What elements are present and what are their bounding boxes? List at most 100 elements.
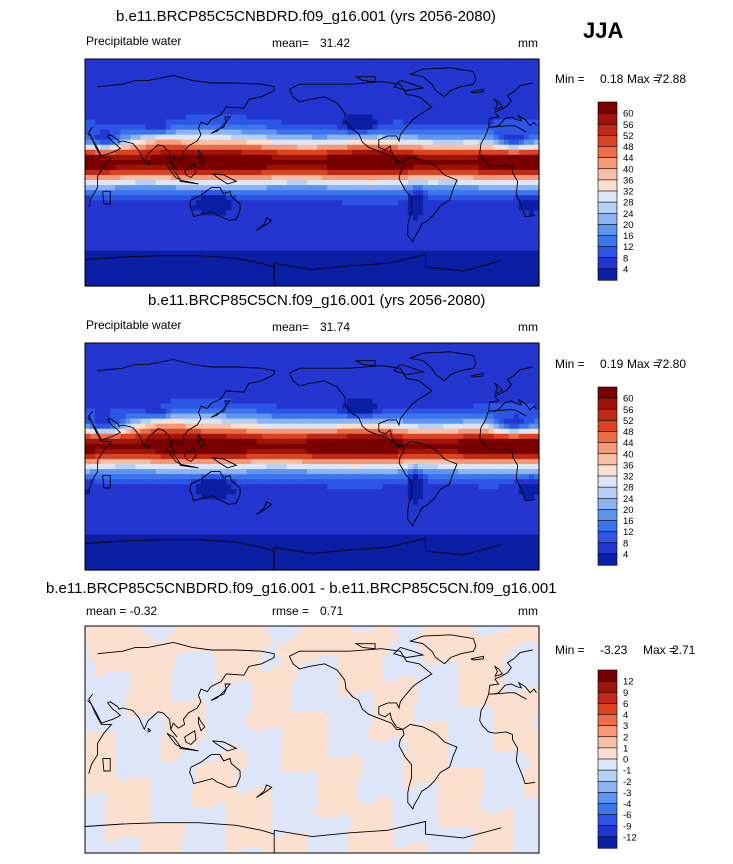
field-cell: [498, 230, 505, 237]
field-cell: [266, 225, 273, 232]
field-cell: [286, 109, 293, 116]
field-cell: [478, 240, 485, 247]
field-cell: [231, 84, 237, 90]
field-cell: [150, 169, 157, 176]
field-cell: [483, 363, 490, 369]
field-cell: [206, 64, 212, 70]
field-cell: [125, 200, 131, 206]
field-cell: [236, 245, 242, 252]
field-cell: [140, 363, 147, 369]
field-cell: [100, 270, 106, 277]
field-cell: [377, 353, 384, 359]
field-cell: [190, 190, 197, 196]
field-cell: [498, 64, 505, 70]
field-cell: [392, 348, 399, 354]
field-cell: [276, 79, 283, 85]
field-cell: [417, 94, 424, 100]
field-cell: [342, 378, 348, 384]
field-cell: [342, 119, 348, 126]
field-cell: [105, 343, 111, 349]
field-cell: [493, 348, 500, 354]
field-cell: [281, 109, 288, 116]
field-cell: [357, 205, 364, 211]
field-cell: [407, 270, 414, 277]
field-cell: [241, 205, 248, 211]
field-cell: [306, 114, 313, 121]
field-cell: [443, 175, 449, 181]
field-cell: [468, 59, 475, 65]
field-cell: [130, 275, 137, 282]
field-cell: [125, 149, 131, 156]
field-cell: [90, 79, 96, 85]
field-cell: [317, 134, 323, 141]
field-cell: [367, 225, 374, 232]
field-cell: [246, 84, 253, 90]
field-cell: [256, 343, 263, 349]
field-cell: [251, 99, 258, 105]
field-cell: [498, 89, 505, 95]
field-cell: [357, 159, 364, 166]
field-cell: [392, 210, 399, 216]
field-cell: [135, 185, 142, 191]
field-cell: [165, 378, 172, 384]
field-cell: [110, 129, 116, 136]
field-cell: [433, 348, 439, 354]
field-cell: [115, 139, 121, 146]
field-cell: [130, 230, 137, 237]
field-cell: [271, 343, 278, 349]
panel2-mean-label: mean=: [272, 320, 310, 334]
field-cell: [286, 225, 293, 232]
field-cell: [402, 164, 409, 171]
field-cell: [271, 114, 278, 121]
field-cell: [458, 74, 464, 80]
field-cell: [201, 245, 207, 252]
field-cell: [327, 175, 333, 181]
field-cell: [170, 220, 177, 227]
field-cell: [422, 129, 429, 136]
field-cell: [266, 358, 273, 364]
field-cell: [483, 124, 490, 131]
field-cell: [433, 104, 439, 111]
field-cell: [276, 260, 283, 267]
field-cell: [317, 383, 323, 389]
field-cell: [312, 210, 318, 216]
field-cell: [327, 185, 333, 191]
field-cell: [271, 99, 278, 105]
field-cell: [347, 119, 353, 126]
field-cell: [327, 215, 333, 222]
field-cell: [422, 368, 429, 374]
field-cell: [266, 195, 273, 201]
field-cell: [493, 159, 500, 166]
field-cell: [422, 84, 429, 90]
field-cell: [261, 200, 268, 206]
field-cell: [397, 378, 404, 384]
field-cell: [226, 185, 232, 191]
field-cell: [518, 348, 525, 354]
field-cell: [160, 195, 167, 201]
field-cell: [468, 348, 475, 354]
field-cell: [407, 134, 414, 141]
field-cell: [266, 129, 273, 136]
field-cell: [312, 74, 318, 80]
field-cell: [296, 89, 303, 95]
field-cell: [301, 270, 308, 277]
field-cell: [503, 195, 510, 201]
field-cell: [347, 190, 353, 196]
field-cell: [377, 240, 384, 247]
field-cell: [140, 343, 147, 349]
field-cell: [236, 280, 242, 287]
field-cell: [105, 79, 111, 85]
field-cell: [261, 210, 268, 216]
field-cell: [327, 169, 333, 176]
field-cell: [357, 69, 364, 75]
field-cell: [412, 195, 419, 201]
field-cell: [296, 94, 303, 100]
field-cell: [508, 200, 515, 206]
field-cell: [382, 144, 389, 151]
panel2-max-value: 72.80: [656, 357, 687, 371]
field-cell: [251, 265, 258, 272]
field-cell: [407, 159, 414, 166]
field-cell: [488, 99, 495, 105]
field-cell: [337, 84, 343, 90]
field-cell: [190, 245, 197, 252]
